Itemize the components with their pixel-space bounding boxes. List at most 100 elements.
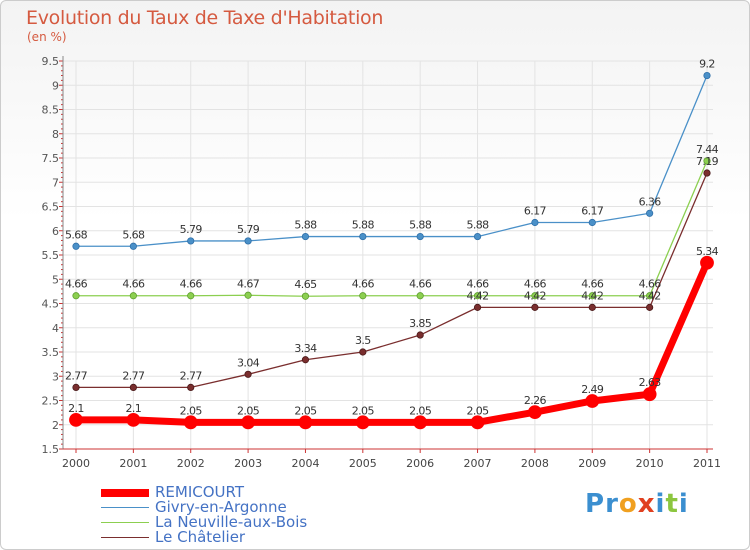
data-point xyxy=(244,370,252,378)
grid xyxy=(63,60,713,450)
x-tick-label: 2006 xyxy=(406,457,434,470)
data-point xyxy=(126,412,141,427)
x-tick-label: 2002 xyxy=(177,457,205,470)
data-label: 4.42 xyxy=(639,289,661,302)
data-point xyxy=(244,291,252,299)
series-line xyxy=(76,172,708,389)
data-label: 2.77 xyxy=(65,369,88,382)
data-label: 3.34 xyxy=(294,342,317,355)
x-tick-label: 2000 xyxy=(62,457,90,470)
data-label: 2.1 xyxy=(68,402,84,415)
data-label: 4.66 xyxy=(352,278,375,291)
data-point xyxy=(183,415,198,430)
legend-label: La Neuville-aux-Bois xyxy=(155,513,308,531)
data-label: 9.2 xyxy=(699,58,715,71)
data-point xyxy=(301,356,310,364)
legend-label: Le Châtelier xyxy=(155,528,246,546)
data-label: 5.79 xyxy=(180,223,203,236)
data-label: 5.88 xyxy=(294,219,317,232)
data-label: 4.66 xyxy=(581,278,604,291)
y-tick-label: 3.5 xyxy=(42,346,60,359)
data-label: 5.79 xyxy=(237,223,260,236)
data-label: 4.65 xyxy=(294,278,317,291)
data-label: 6.36 xyxy=(639,195,662,208)
logo-letter: o xyxy=(618,489,638,519)
data-point xyxy=(703,71,711,80)
data-point xyxy=(588,292,596,300)
x-tick-label: 2005 xyxy=(349,457,377,470)
y-tick-label: 7.5 xyxy=(42,152,60,165)
y-tick-label: 3 xyxy=(52,370,59,383)
data-label: 6.17 xyxy=(524,205,547,218)
data-point xyxy=(187,237,195,245)
data-label: 5.34 xyxy=(696,245,719,258)
data-label: 4.66 xyxy=(65,278,88,291)
data-label: 4.66 xyxy=(639,278,662,291)
y-tick-label: 8 xyxy=(52,128,59,141)
legend-swatch xyxy=(101,537,149,538)
legend-label: Givry-en-Argonne xyxy=(155,498,287,516)
data-point xyxy=(72,292,80,300)
y-tick-label: 6.5 xyxy=(42,201,60,214)
data-point xyxy=(473,292,482,300)
data-label: 4.66 xyxy=(466,278,489,291)
data-label: 7.19 xyxy=(696,155,719,168)
data-point xyxy=(355,415,370,430)
data-point xyxy=(301,292,310,300)
data-point xyxy=(646,303,654,311)
data-label: 3.85 xyxy=(409,317,432,330)
data-label: 5.68 xyxy=(65,228,88,241)
data-label: 2.63 xyxy=(639,376,662,389)
data-label: 4.42 xyxy=(524,289,546,302)
data-point xyxy=(416,292,424,300)
y-tick-label: 5 xyxy=(52,273,59,286)
x-tick-label: 2011 xyxy=(693,457,721,470)
y-tick-label: 2 xyxy=(52,419,59,432)
data-point xyxy=(700,255,714,270)
data-point xyxy=(470,415,485,430)
y-tick-label: 7 xyxy=(52,176,59,189)
data-point xyxy=(359,348,367,356)
legend-item: Givry-en-Argonne xyxy=(101,498,421,516)
data-point xyxy=(359,292,367,300)
data-label: 7.44 xyxy=(696,143,719,156)
data-labels: 2.1 2.1 2.05 2.05 2.05 2.05 2.05 2.05 2.26 2.49 2.… xyxy=(65,58,719,418)
legend-swatch xyxy=(101,489,149,497)
y-tick-label: 5.5 xyxy=(42,249,60,262)
data-point xyxy=(531,303,539,311)
legend-swatch xyxy=(101,522,149,523)
data-label: 2.05 xyxy=(352,404,375,417)
data-label: 5.88 xyxy=(466,219,489,232)
data-label: 5.88 xyxy=(352,219,375,232)
data-label: 2.26 xyxy=(524,394,547,407)
data-point xyxy=(703,157,711,165)
data-label: 2.05 xyxy=(466,404,489,417)
chart-unit-label: (en %) xyxy=(27,30,67,44)
data-label: 5.68 xyxy=(122,228,145,241)
y-tick-label: 1.5 xyxy=(42,443,60,456)
data-point xyxy=(646,209,654,217)
series xyxy=(69,71,714,430)
logo-letter: P xyxy=(585,489,606,519)
data-point xyxy=(129,292,137,300)
data-point xyxy=(298,415,313,430)
data-point xyxy=(241,415,255,430)
data-label: 2.77 xyxy=(180,369,203,382)
y-tick-label: 4 xyxy=(52,322,59,335)
series-line xyxy=(76,75,708,247)
data-label: 2.05 xyxy=(237,404,260,417)
data-point xyxy=(646,292,654,300)
y-tick-label: 4.5 xyxy=(42,298,60,311)
data-point xyxy=(473,303,482,311)
data-point xyxy=(244,237,252,245)
legend-item: Le Châtelier xyxy=(101,528,421,546)
data-point xyxy=(585,394,600,408)
data-point xyxy=(531,292,539,300)
legend-label: REMICOURT xyxy=(155,483,245,501)
data-label: 4.66 xyxy=(524,278,547,291)
data-point xyxy=(473,232,482,241)
data-point xyxy=(187,383,195,392)
data-label: 4.66 xyxy=(409,278,432,291)
